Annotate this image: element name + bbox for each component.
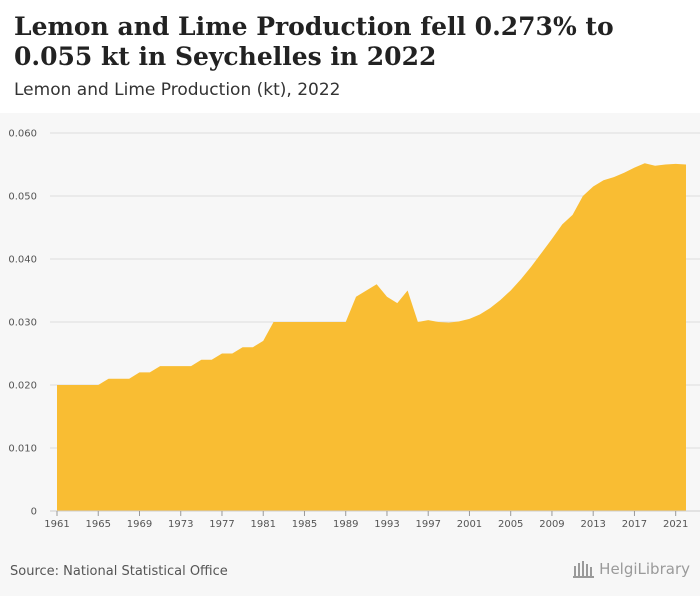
x-tick-label: 1965 bbox=[86, 519, 111, 530]
x-tick-label: 2017 bbox=[622, 519, 647, 530]
y-tick-label: 0.040 bbox=[8, 255, 37, 266]
y-tick-label: 0.060 bbox=[8, 129, 37, 140]
x-tick-label: 1989 bbox=[333, 519, 358, 530]
page-title: Lemon and Lime Production fell 0.273% to… bbox=[14, 12, 614, 71]
x-tick-label: 1961 bbox=[44, 519, 69, 530]
area-series bbox=[57, 163, 686, 512]
source-text: Source: National Statistical Office bbox=[10, 564, 228, 579]
y-tick-label: 0 bbox=[31, 507, 37, 518]
area-chart: 0 0.010 0.020 0.030 0.040 0.050 0.060 1961 1965 1… bbox=[8, 129, 700, 530]
x-tick-label: 1981 bbox=[251, 519, 276, 530]
x-tick-label: 1997 bbox=[415, 519, 440, 530]
y-tick-label: 0.020 bbox=[8, 381, 37, 392]
x-tick-label: 1973 bbox=[168, 519, 193, 530]
y-tick-label: 0.010 bbox=[8, 444, 37, 455]
x-tick-label: 2013 bbox=[580, 519, 605, 530]
x-tick-label: 2009 bbox=[539, 519, 564, 530]
y-tick-label: 0.050 bbox=[8, 192, 37, 203]
helgi-library-logo: HelgiLibrary bbox=[573, 560, 690, 578]
x-tick-label: 2005 bbox=[498, 519, 523, 530]
x-tick-label: 1969 bbox=[127, 519, 152, 530]
logo-text: HelgiLibrary bbox=[599, 560, 690, 578]
chart-subtitle: Lemon and Lime Production (kt), 2022 bbox=[14, 80, 341, 100]
x-tick-label: 1985 bbox=[292, 519, 317, 530]
footer: Source: National Statistical Office Helg… bbox=[0, 543, 700, 596]
library-icon bbox=[573, 561, 595, 578]
chart-area: 0 0.010 0.020 0.030 0.040 0.050 0.060 1961 1965 1… bbox=[0, 113, 700, 543]
x-tick-label: 1977 bbox=[209, 519, 234, 530]
y-tick-label: 0.030 bbox=[8, 318, 37, 329]
x-tick-label: 2001 bbox=[457, 519, 482, 530]
x-tick-label: 1993 bbox=[374, 519, 399, 530]
x-tick-label: 2021 bbox=[663, 519, 688, 530]
header: Lemon and Lime Production fell 0.273% to… bbox=[0, 0, 700, 113]
